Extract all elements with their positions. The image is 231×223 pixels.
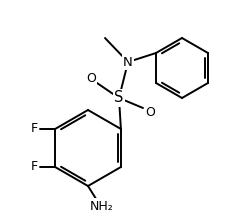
Text: O: O — [86, 72, 96, 85]
Text: NH₂: NH₂ — [90, 200, 114, 213]
Text: S: S — [114, 91, 124, 105]
Text: O: O — [145, 105, 155, 118]
Text: N: N — [123, 56, 133, 68]
Text: F: F — [30, 122, 38, 136]
Text: F: F — [30, 161, 38, 173]
